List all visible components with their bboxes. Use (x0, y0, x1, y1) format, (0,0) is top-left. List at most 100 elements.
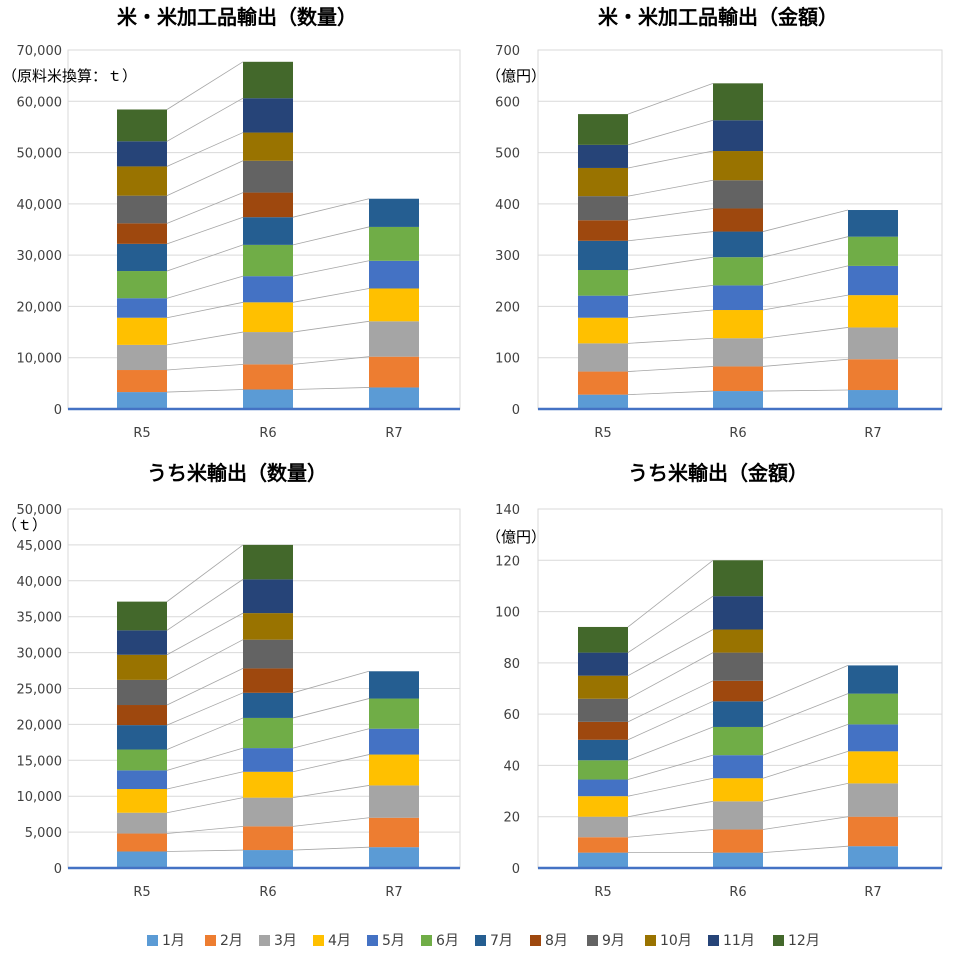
chart-title: うち米輸出（数量） (147, 461, 327, 485)
y-tick-label: 45,000 (17, 539, 63, 554)
chart-panel-4: 0 20 40 60 80 100 120 140 R5 R6 R7 うち米輸出（金額） （億円） (486, 461, 943, 900)
x-tick-label: R7 (864, 885, 881, 900)
bar-segment (369, 260, 419, 289)
bar-segment (243, 668, 293, 693)
bar-segment (713, 310, 763, 339)
legend-label: 12月 (788, 933, 820, 949)
y-tick-label: 15,000 (17, 754, 63, 769)
bar-segment (848, 693, 898, 725)
series-connector-line (627, 652, 714, 700)
y-tick-label: 30,000 (17, 249, 63, 264)
y-tick-label: 20 (503, 811, 520, 826)
legend-item-aug: 8月 (530, 928, 568, 952)
series-connector-line (166, 544, 244, 602)
legend-item-feb: 2月 (205, 928, 243, 952)
x-tick-label: R5 (133, 885, 150, 900)
series-connector-line (292, 817, 370, 827)
bar-segment (713, 285, 763, 311)
bar-segment (578, 394, 628, 409)
bar-segment (578, 220, 628, 241)
series-connector-line (166, 849, 244, 852)
series-connector-line (762, 693, 849, 728)
legend-label: 10月 (660, 933, 692, 949)
series-connector-line (166, 639, 244, 681)
bar-segment (848, 724, 898, 752)
series-connector-line (166, 363, 244, 371)
series-connector-line (627, 777, 714, 797)
bar-segment (369, 698, 419, 729)
bar-segment (117, 223, 167, 244)
bar-segment (243, 244, 293, 277)
y-tick-label: 400 (495, 198, 520, 213)
y-tick-label: 140 (495, 503, 520, 518)
bar-segment (713, 680, 763, 702)
series-connector-line (762, 327, 849, 339)
series-connector-line (627, 629, 714, 677)
legend-swatch (773, 934, 784, 946)
bar-segment (243, 132, 293, 161)
bar-segment (848, 295, 898, 328)
y-tick-label: 60,000 (17, 95, 63, 110)
unit-label: （億円） (486, 67, 546, 85)
bar-segment (243, 826, 293, 851)
series-connector-line (762, 845, 849, 854)
bar-segment (713, 801, 763, 830)
bar-segment (848, 390, 898, 409)
bar-segment (369, 754, 419, 786)
y-tick-label: 35,000 (17, 611, 63, 626)
x-tick-label: R5 (133, 426, 150, 441)
x-tick-label: R7 (385, 885, 402, 900)
series-connector-line (292, 754, 370, 773)
series-connector-line (627, 366, 714, 372)
series-connector-line (166, 331, 244, 346)
bar-segment (369, 671, 419, 699)
legend-label: 9月 (602, 933, 625, 949)
bar-segment (578, 652, 628, 676)
bar-segment (243, 797, 293, 827)
bar-segment (713, 83, 763, 121)
y-tick-label: 5,000 (25, 826, 62, 841)
x-tick-label: R7 (864, 426, 881, 441)
y-tick-label: 0 (512, 403, 520, 418)
series-connector-line (627, 150, 714, 169)
y-tick-label: 40,000 (17, 575, 63, 590)
bar-segment (243, 717, 293, 749)
bar-segment (117, 344, 167, 371)
legend-label: 8月 (545, 933, 568, 949)
series-connector-line (627, 119, 714, 146)
series-connector-line (292, 198, 370, 218)
series-connector-line (166, 216, 244, 245)
bar-segment (578, 295, 628, 318)
series-connector-line (166, 61, 244, 110)
legend-swatch (259, 934, 270, 946)
charts-area: 0 10,000 20,000 30,000 40,000 50,000 60,000 70,… (2, 5, 943, 900)
bar-segment (578, 167, 628, 197)
bar-segment (713, 560, 763, 597)
legend-item-may: 5月 (367, 928, 405, 952)
bar-segment (578, 144, 628, 168)
bar-segment (713, 366, 763, 392)
series-connector-line (627, 754, 714, 780)
series-connector-line (627, 256, 714, 271)
legend-item-dec: 12月 (773, 928, 820, 952)
bar-segment (117, 770, 167, 790)
legend-label: 6月 (436, 933, 459, 949)
bar-segment (243, 544, 293, 580)
bar-segment (713, 257, 763, 286)
series-connector-line (166, 668, 244, 706)
bar-segment (578, 343, 628, 372)
bar-segment (243, 276, 293, 303)
series-connector-line (762, 665, 849, 702)
series-connector-line (627, 559, 714, 628)
series-connector-line (292, 846, 370, 851)
bar-segment (117, 654, 167, 680)
x-tick-label: R6 (729, 426, 746, 441)
chart-panel-1: 0 10,000 20,000 30,000 40,000 50,000 60,000 70,… (2, 5, 461, 441)
bar-segment (117, 833, 167, 852)
legend-label: 5月 (382, 933, 405, 949)
series-connector-line (292, 785, 370, 799)
bar-segment (848, 665, 898, 694)
y-tick-label: 0 (54, 403, 62, 418)
bar-segment (578, 371, 628, 395)
bar-segment (713, 778, 763, 802)
